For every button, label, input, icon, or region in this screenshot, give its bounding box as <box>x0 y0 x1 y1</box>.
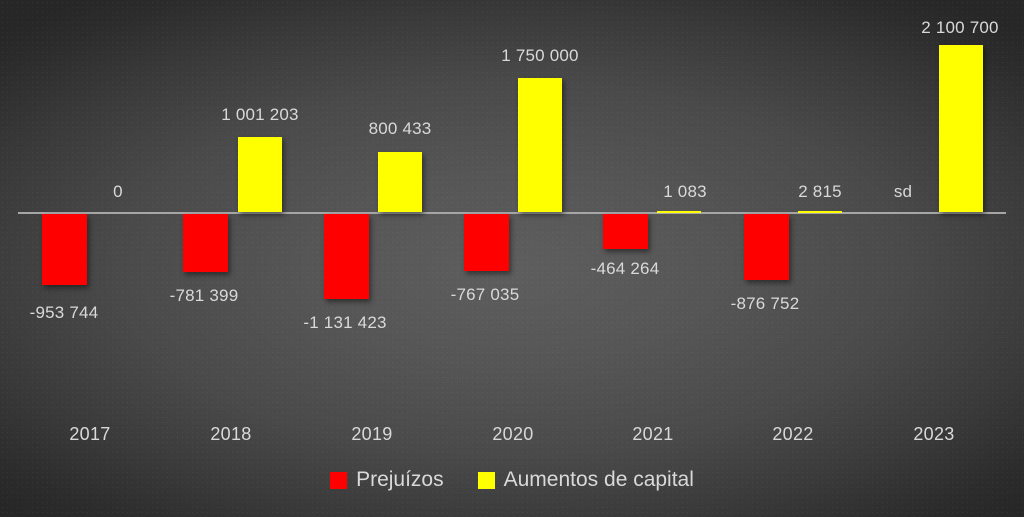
legend-swatch-aumentos-icon <box>477 471 495 489</box>
bar-prejuizos-2020[interactable] <box>464 214 509 271</box>
value-label-prejuizos-2019: -1 131 423 <box>303 313 387 332</box>
value-label-aumentos-2020: 1 750 000 <box>501 46 579 65</box>
bar-aumentos-2019[interactable] <box>378 152 422 212</box>
value-label-aumentos-2023: 2 100 700 <box>921 18 999 37</box>
category-axis-line <box>18 212 1006 214</box>
bar-aumentos-2021[interactable] <box>657 211 701 213</box>
bar-aumentos-2022[interactable] <box>798 211 842 213</box>
value-label-prejuizos-2020: -767 035 <box>450 285 520 304</box>
bar-prejuizos-2018[interactable] <box>183 214 228 272</box>
annotation-sd: sd <box>893 182 913 201</box>
chart-legend: Prejuízos Aumentos de capital <box>0 468 1024 492</box>
value-label-aumentos-2017: 0 <box>113 182 123 201</box>
bar-prejuizos-2019[interactable] <box>324 214 369 299</box>
bar-aumentos-2018[interactable] <box>238 137 282 212</box>
legend-label-prejuizos: Prejuízos <box>356 468 444 491</box>
value-label-prejuizos-2021: -464 264 <box>590 259 660 278</box>
value-label-aumentos-2018: 1 001 203 <box>221 105 299 124</box>
value-label-prejuizos-2018: -781 399 <box>169 286 239 305</box>
bar-aumentos-2023[interactable] <box>939 45 983 212</box>
category-label-2023: 2023 <box>913 424 955 444</box>
bar-prejuizos-2017[interactable] <box>42 214 87 285</box>
category-label-2017: 2017 <box>69 424 111 444</box>
category-label-2021: 2021 <box>632 424 674 444</box>
value-label-aumentos-2021: 1 083 <box>663 182 707 201</box>
category-label-2020: 2020 <box>492 424 534 444</box>
category-label-2018: 2018 <box>210 424 252 444</box>
legend-item-prejuizos[interactable]: Prejuízos <box>330 468 444 492</box>
value-label-prejuizos-2017: -953 744 <box>29 303 99 322</box>
value-label-aumentos-2019: 800 433 <box>368 119 432 138</box>
bar-prejuizos-2021[interactable] <box>603 214 648 249</box>
bar-prejuizos-2022[interactable] <box>744 214 789 280</box>
value-label-aumentos-2022: 2 815 <box>798 182 842 201</box>
category-label-2022: 2022 <box>772 424 814 444</box>
value-label-prejuizos-2022: -876 752 <box>730 294 800 313</box>
bar-aumentos-2020[interactable] <box>518 78 562 212</box>
legend-swatch-prejuizos-icon <box>330 471 348 489</box>
legend-label-aumentos: Aumentos de capital <box>503 468 694 491</box>
legend-item-aumentos[interactable]: Aumentos de capital <box>477 468 694 492</box>
category-label-2019: 2019 <box>351 424 393 444</box>
